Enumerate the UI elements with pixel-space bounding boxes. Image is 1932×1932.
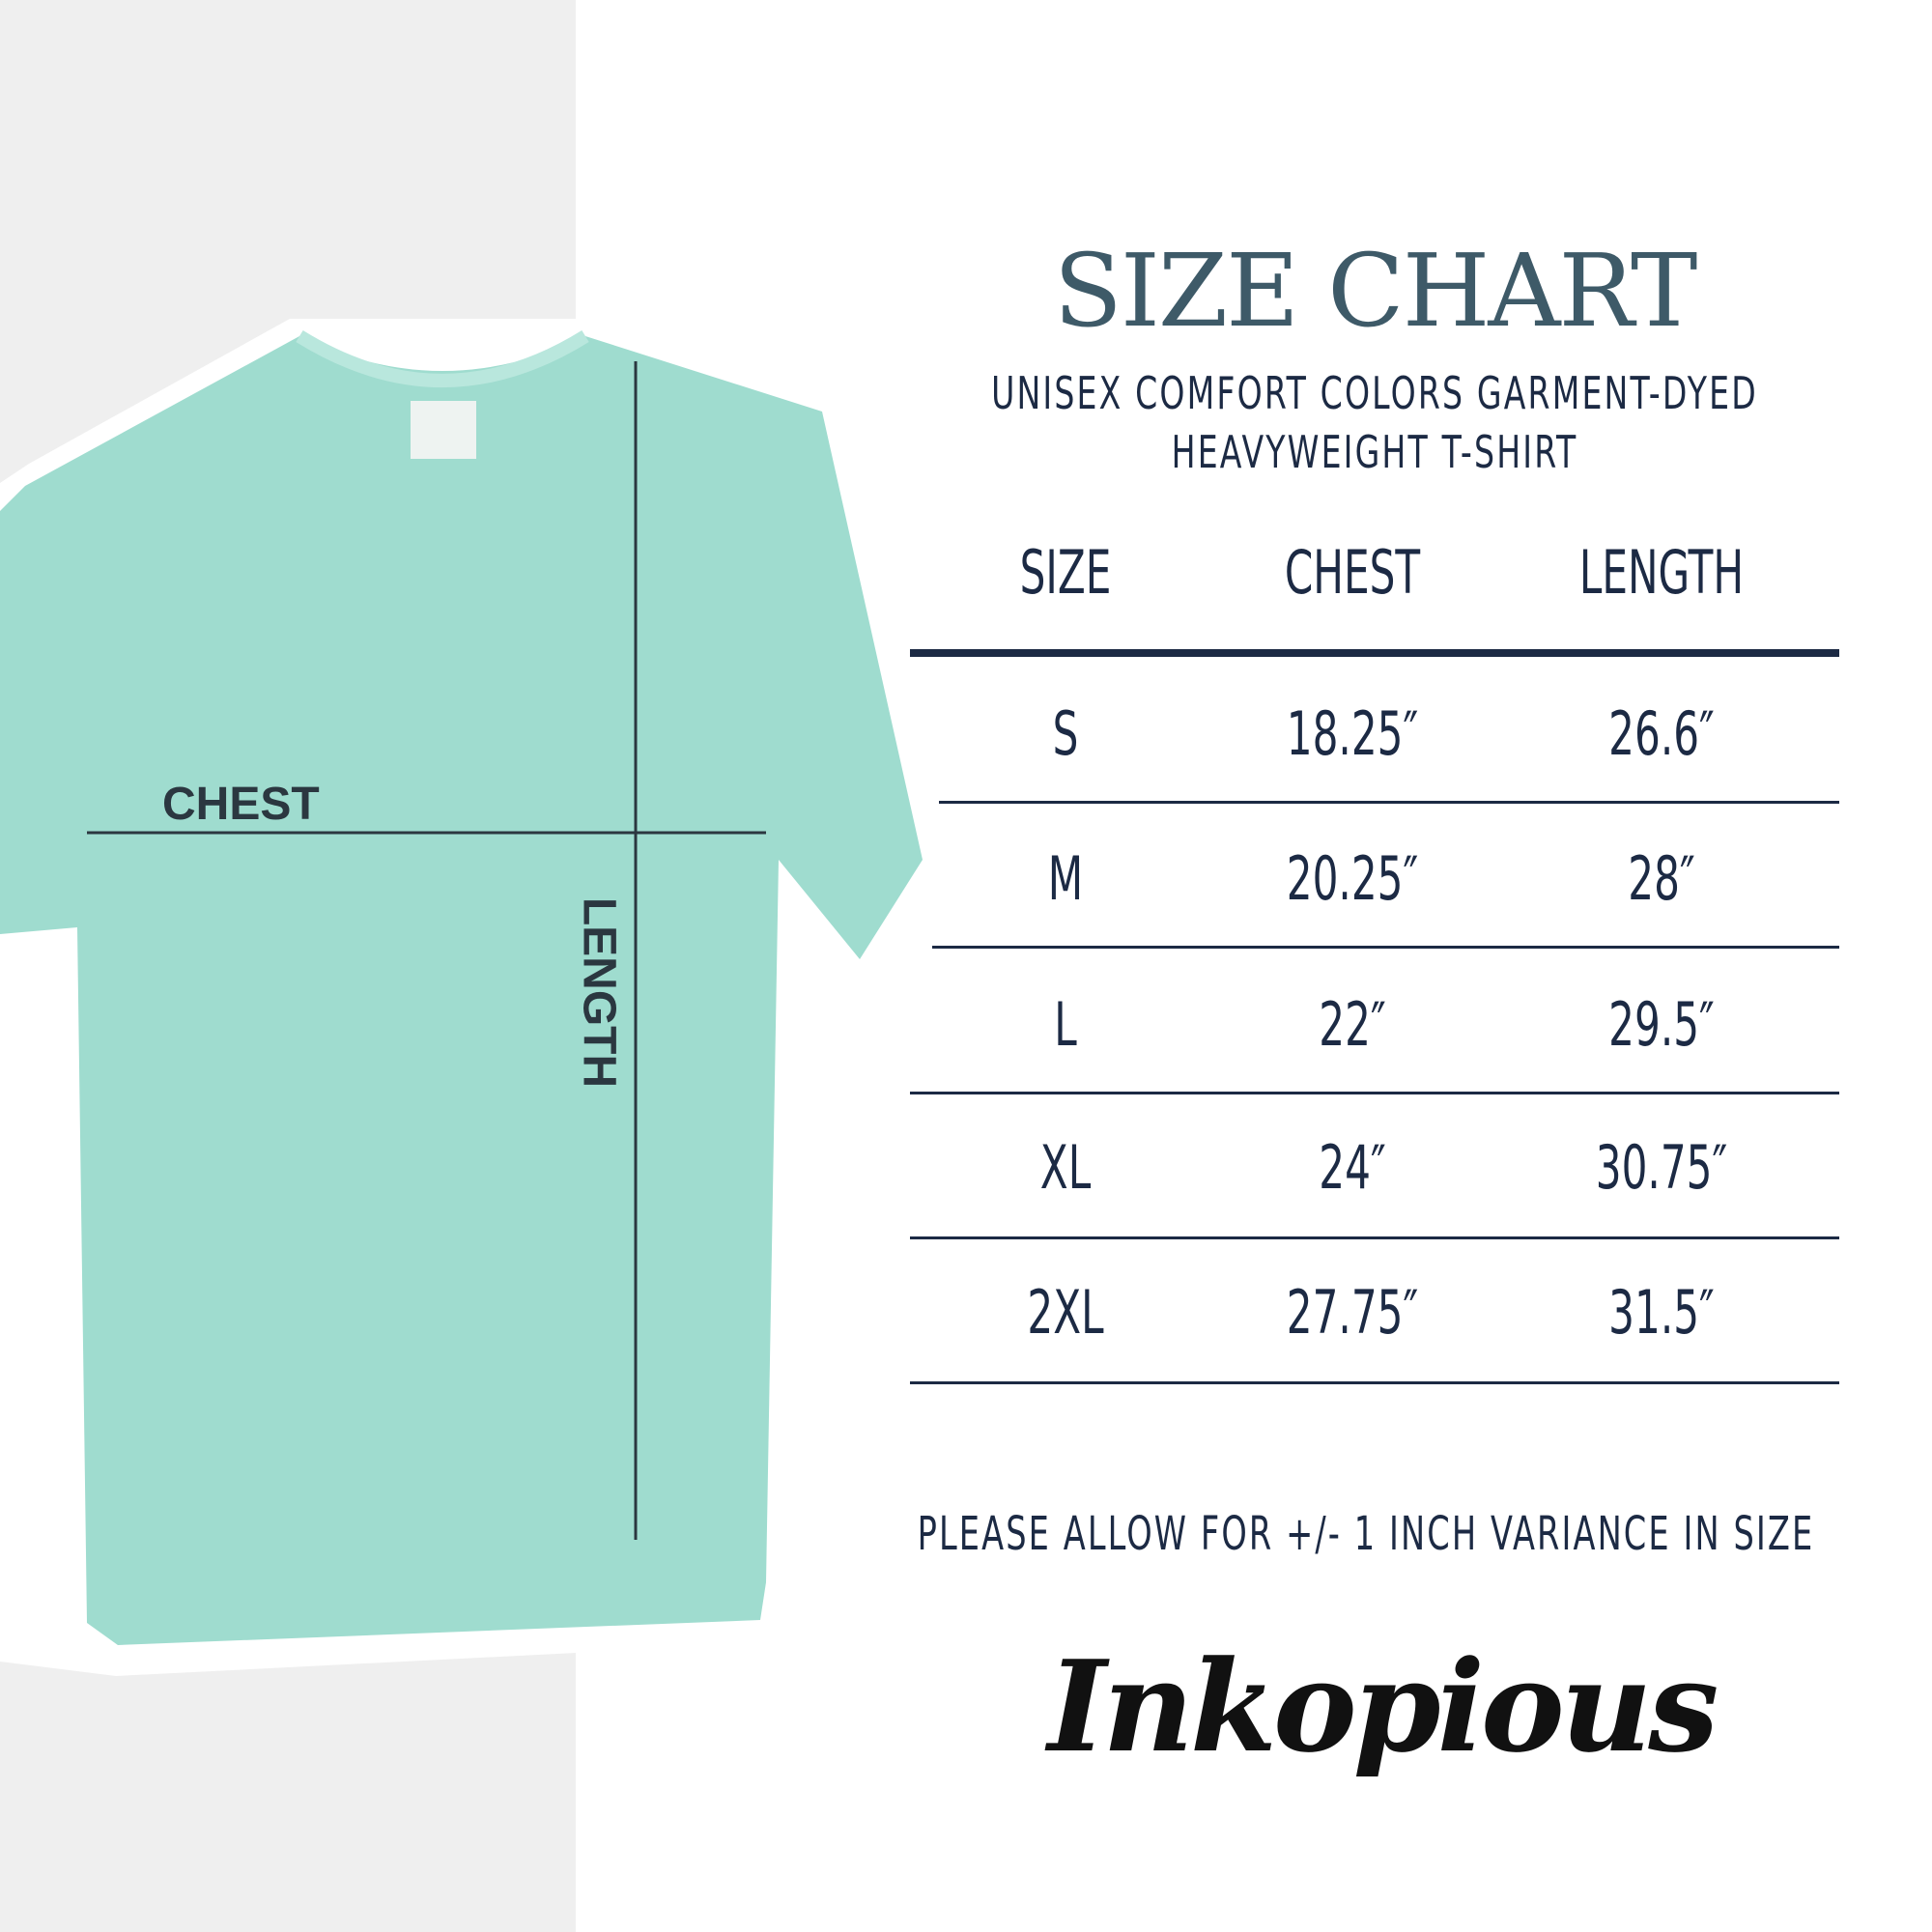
cell-length: 31.5″ xyxy=(1608,1277,1715,1348)
row-divider xyxy=(910,1236,1839,1239)
variance-note: PLEASE ALLOW FOR +/- 1 INCH VARIANCE IN … xyxy=(917,1507,1815,1561)
chest-label: CHEST xyxy=(162,779,320,830)
cell-size: 2XL xyxy=(1027,1277,1104,1348)
cell-length: 30.75″ xyxy=(1595,1132,1728,1203)
cell-length: 29.5″ xyxy=(1608,989,1715,1060)
cell-chest: 27.75″ xyxy=(1286,1277,1419,1348)
row-divider xyxy=(910,1092,1839,1094)
cell-chest: 24″ xyxy=(1319,1132,1386,1203)
length-label: LENGTH xyxy=(573,896,625,1089)
cell-chest: 22″ xyxy=(1319,989,1386,1060)
page-title: SIZE CHART xyxy=(1053,232,1698,350)
row-divider xyxy=(932,946,1839,949)
cell-chest: 20.25″ xyxy=(1286,843,1419,914)
shirt-collar xyxy=(296,330,589,387)
row-divider xyxy=(939,801,1839,804)
subtitle-line-2: HEAVYWEIGHT T-SHIRT xyxy=(1171,426,1578,478)
cell-chest: 18.25″ xyxy=(1286,698,1419,769)
shirt-tag xyxy=(411,401,476,459)
header-divider xyxy=(910,649,1839,657)
cell-size: XL xyxy=(1039,1132,1092,1203)
header-length: LENGTH xyxy=(1578,537,1745,608)
cell-size: L xyxy=(1054,989,1077,1060)
cell-size: M xyxy=(1047,843,1084,914)
subtitle-line-1: UNISEX COMFORT COLORS GARMENT-DYED xyxy=(991,367,1758,419)
tshirt-illustration xyxy=(0,330,923,1645)
row-divider xyxy=(910,1381,1839,1384)
brand-logo: Inkopious xyxy=(1047,1633,1719,1780)
header-chest: CHEST xyxy=(1284,537,1421,608)
cell-length: 26.6″ xyxy=(1608,698,1715,769)
cell-size: S xyxy=(1052,698,1079,769)
shirt-body xyxy=(0,336,923,1645)
header-size: SIZE xyxy=(1019,537,1112,608)
cell-length: 28″ xyxy=(1628,843,1695,914)
